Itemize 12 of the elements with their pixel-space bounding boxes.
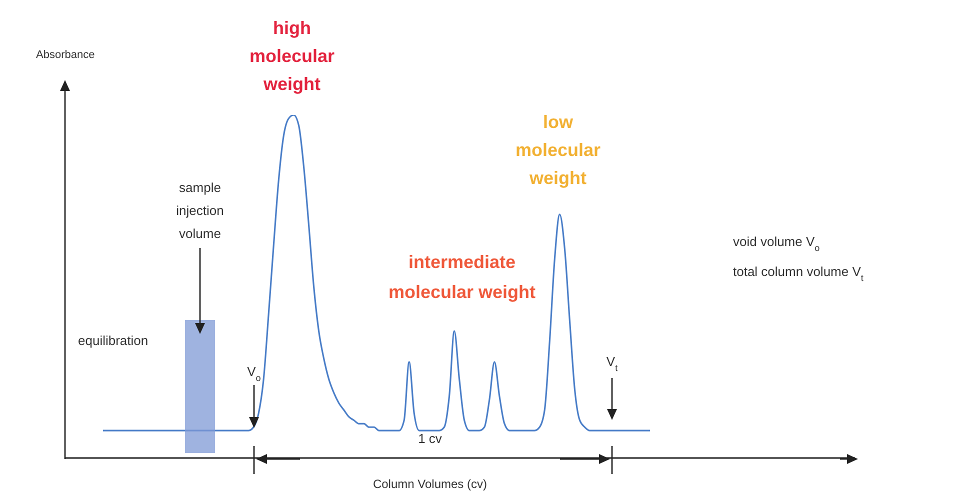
annotation: sample injection volume bbox=[176, 180, 224, 241]
annotation: intermediate molecular weight bbox=[388, 252, 536, 302]
annotation: 1 cv bbox=[418, 431, 442, 446]
annotation: V$_{o}$ bbox=[247, 364, 261, 383]
annotation: equilibration bbox=[78, 333, 148, 348]
text: high molecular weight bbox=[249, 18, 335, 94]
annotation: V$_{t}$ bbox=[606, 354, 618, 373]
annotation: low molecular weight bbox=[515, 112, 601, 188]
x-axis-title: Column Volumes (cv) bbox=[372, 477, 488, 491]
text: total column volume V$_{t}$ bbox=[733, 264, 864, 283]
y-axis-title: Absorbance bbox=[36, 49, 95, 61]
text: void volume V$_{o}$ bbox=[733, 234, 820, 253]
